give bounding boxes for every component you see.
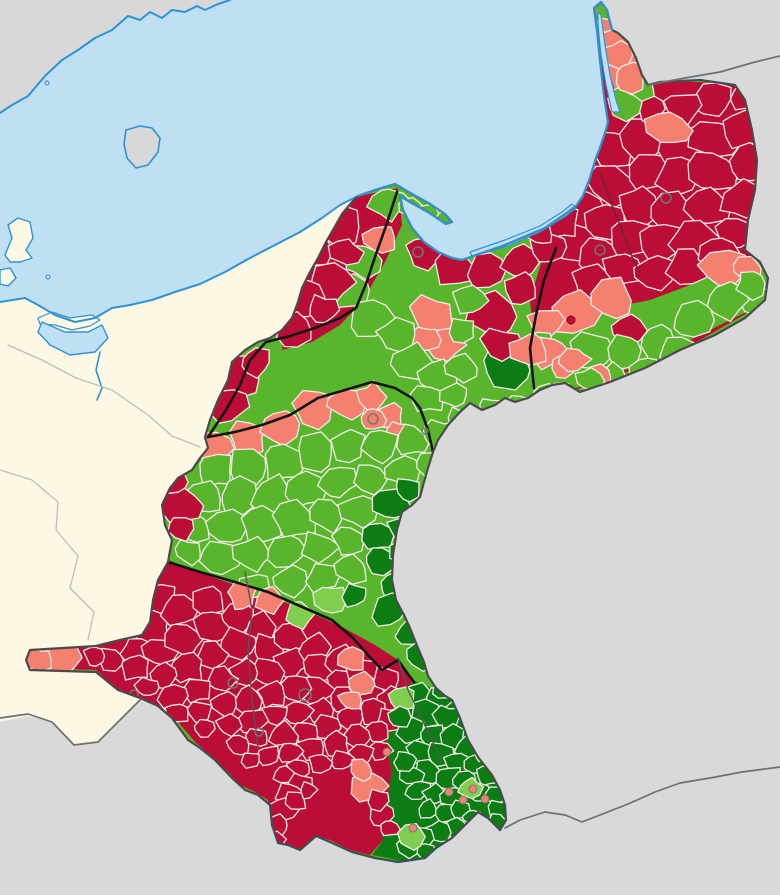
district	[503, 271, 536, 306]
district	[451, 284, 490, 315]
district	[330, 428, 366, 464]
district	[687, 151, 739, 190]
city-enclave	[566, 315, 576, 325]
district	[387, 686, 415, 710]
district	[264, 443, 309, 481]
district	[198, 540, 243, 576]
district	[266, 534, 309, 569]
city-enclave	[412, 246, 424, 258]
city-enclave	[367, 413, 379, 425]
district	[206, 665, 240, 692]
city-enclave	[298, 688, 312, 702]
district	[325, 389, 368, 421]
district	[192, 585, 224, 616]
district	[418, 798, 438, 819]
district	[330, 749, 356, 770]
district	[240, 504, 283, 545]
district	[643, 111, 694, 144]
district	[193, 718, 216, 738]
district	[639, 223, 687, 265]
district	[466, 252, 507, 289]
district	[309, 498, 344, 535]
bornholm-island	[123, 125, 161, 169]
sweden-landmass	[0, 0, 230, 113]
district	[240, 752, 260, 769]
city-enclave	[480, 794, 490, 804]
district	[341, 582, 367, 608]
city-enclave	[382, 747, 392, 757]
district	[133, 676, 160, 697]
district	[395, 478, 420, 503]
district	[174, 539, 201, 567]
district	[272, 564, 309, 599]
district	[337, 495, 378, 529]
district	[336, 691, 362, 710]
district	[359, 429, 399, 465]
district	[409, 385, 445, 412]
district	[327, 238, 365, 266]
district	[312, 586, 349, 614]
district	[336, 646, 365, 672]
district	[438, 382, 468, 408]
city-enclave	[444, 787, 454, 797]
district	[360, 408, 388, 430]
district	[309, 293, 341, 324]
district	[448, 317, 475, 344]
district	[361, 225, 396, 254]
city-enclave	[660, 192, 672, 204]
district	[443, 352, 478, 384]
district	[633, 254, 677, 292]
district	[308, 753, 334, 774]
district	[256, 680, 286, 709]
district	[380, 820, 401, 837]
district	[199, 453, 232, 488]
district	[271, 498, 317, 539]
district	[241, 347, 270, 379]
district	[557, 347, 593, 373]
city-enclave	[408, 823, 418, 833]
district	[159, 594, 199, 627]
district	[590, 276, 632, 320]
district	[508, 332, 547, 367]
district	[367, 788, 390, 813]
coastal-lagoon	[469, 203, 577, 257]
district	[300, 781, 319, 800]
district	[231, 535, 273, 573]
district	[395, 423, 431, 456]
district	[347, 670, 376, 698]
city-enclave	[421, 427, 429, 435]
district	[167, 516, 195, 543]
city-enclave	[254, 727, 264, 737]
district	[350, 758, 373, 783]
district	[361, 522, 396, 550]
district	[214, 712, 243, 738]
district	[254, 585, 285, 616]
city-enclave	[458, 795, 468, 805]
district	[393, 750, 418, 773]
district	[396, 823, 426, 851]
district	[333, 553, 367, 585]
district	[317, 466, 359, 499]
city-enclave	[594, 244, 606, 256]
district	[330, 526, 365, 556]
coastal-lagoon	[597, 11, 621, 113]
district	[221, 475, 259, 516]
district	[735, 270, 766, 302]
district	[355, 379, 388, 413]
district	[205, 508, 248, 543]
district	[682, 186, 732, 224]
district	[298, 431, 332, 473]
district	[673, 299, 716, 338]
city-enclave	[227, 677, 239, 689]
district	[300, 530, 342, 565]
district	[365, 547, 396, 577]
city-enclave	[468, 784, 478, 794]
district	[664, 248, 713, 286]
stettin-lagoon	[37, 321, 109, 356]
district	[82, 646, 106, 667]
district	[387, 705, 412, 728]
